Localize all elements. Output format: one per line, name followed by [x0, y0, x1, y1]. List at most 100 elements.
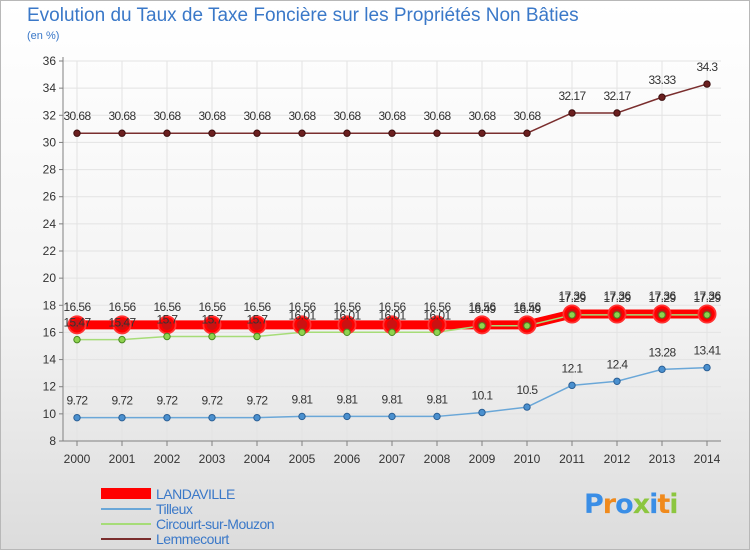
legend-swatch [101, 488, 151, 499]
series-point [118, 335, 126, 344]
data-label: 9.81 [337, 392, 359, 406]
data-label: 9.81 [382, 392, 404, 406]
data-label: 16.49 [513, 302, 541, 316]
y-tick-label: 34 [43, 81, 57, 95]
legend-swatch [101, 507, 151, 510]
legend-swatch [101, 522, 151, 525]
series-point [343, 129, 351, 137]
data-label: 16.01 [333, 308, 361, 322]
series-point [253, 332, 261, 341]
series-point [658, 93, 666, 101]
series-point-halo [607, 304, 627, 324]
data-label: 17.29 [603, 291, 631, 305]
data-label: 32.17 [558, 89, 586, 103]
chart-subtitle: (en %) [27, 30, 60, 42]
data-label: 12.1 [562, 361, 584, 375]
x-tick-label: 2001 [109, 452, 136, 466]
series-point [159, 317, 175, 333]
series-point [388, 129, 396, 137]
data-label: 30.68 [108, 109, 136, 123]
series-point [658, 365, 666, 374]
series-point [298, 129, 306, 137]
data-label: 16.56 [198, 300, 226, 314]
x-tick-label: 2014 [694, 452, 721, 466]
data-label: 17.29 [558, 291, 586, 305]
y-tick-label: 18 [43, 298, 57, 312]
data-label: 16.49 [468, 302, 496, 316]
series-point [118, 413, 126, 422]
x-tick-label: 2011 [559, 452, 585, 466]
legend-label: Tilleux [156, 500, 193, 517]
data-label: 15.47 [108, 316, 136, 330]
series-point [433, 129, 441, 137]
series-point-halo [697, 304, 717, 324]
legend-swatch [101, 537, 151, 540]
series-point [163, 413, 171, 422]
series-point [249, 317, 265, 333]
series-point [298, 328, 306, 336]
data-label: 30.68 [198, 109, 226, 123]
legend-label: Lemmecourt [156, 530, 229, 547]
y-tick-label: 24 [43, 217, 57, 231]
data-label: 16.56 [153, 300, 181, 314]
series-point [208, 413, 216, 422]
x-tick-label: 2004 [244, 452, 271, 466]
data-label: 16.01 [288, 308, 316, 322]
x-tick-label: 2000 [64, 452, 91, 466]
series-point [163, 129, 171, 137]
series-point [253, 413, 261, 422]
data-label: 30.68 [153, 109, 181, 123]
series-point-halo [562, 304, 582, 324]
series-point-halo [517, 315, 537, 335]
series-point [114, 317, 130, 333]
x-tick-label: 2006 [334, 452, 361, 466]
series-point [343, 328, 351, 336]
legend-label: Circourt-sur-Mouzon [156, 515, 275, 532]
data-label: 15.7 [157, 313, 179, 327]
data-label: 10.1 [472, 389, 494, 403]
logo-letter: r [602, 489, 616, 520]
series-point [703, 363, 711, 372]
data-label: 16.56 [423, 300, 451, 314]
series-point [343, 412, 351, 421]
series-point [703, 311, 711, 319]
series-point [613, 311, 621, 319]
series-point [73, 335, 81, 344]
proxiti-logo: Proxiti [584, 489, 679, 520]
y-tick-label: 16 [43, 325, 57, 339]
x-tick-label: 2009 [469, 452, 496, 466]
data-label: 12.4 [607, 357, 629, 371]
logo-letter: P [584, 489, 604, 520]
data-label: 30.68 [288, 109, 316, 123]
series-point [253, 129, 261, 137]
data-label: 17.36 [603, 289, 631, 303]
legend-item: Circourt-sur-Mouzon [101, 515, 275, 532]
series-point [118, 129, 126, 137]
legend-item: LANDAVILLE [101, 486, 274, 502]
series-point [658, 311, 666, 319]
data-label: 33.33 [648, 73, 676, 87]
series-point-halo [112, 315, 132, 335]
x-tick-label: 2013 [649, 452, 676, 466]
data-label: 9.72 [247, 394, 269, 408]
x-tick-label: 2007 [379, 452, 406, 466]
series-point [388, 328, 396, 336]
data-label: 30.68 [63, 109, 91, 123]
data-label: 16.01 [423, 308, 451, 322]
series-point [73, 413, 81, 422]
data-label: 30.68 [333, 109, 361, 123]
series-point [69, 317, 85, 333]
data-label: 16.56 [333, 300, 361, 314]
data-label: 16.56 [288, 300, 316, 314]
data-label: 16.56 [108, 300, 136, 314]
series-point [208, 332, 216, 341]
data-label: 16.56 [378, 300, 406, 314]
y-tick-label: 8 [49, 434, 56, 448]
x-tick-label: 2002 [154, 452, 181, 466]
series-point-halo [67, 315, 87, 335]
x-tick-label: 2003 [199, 452, 226, 466]
series-point [523, 129, 531, 137]
series-point [568, 381, 576, 390]
